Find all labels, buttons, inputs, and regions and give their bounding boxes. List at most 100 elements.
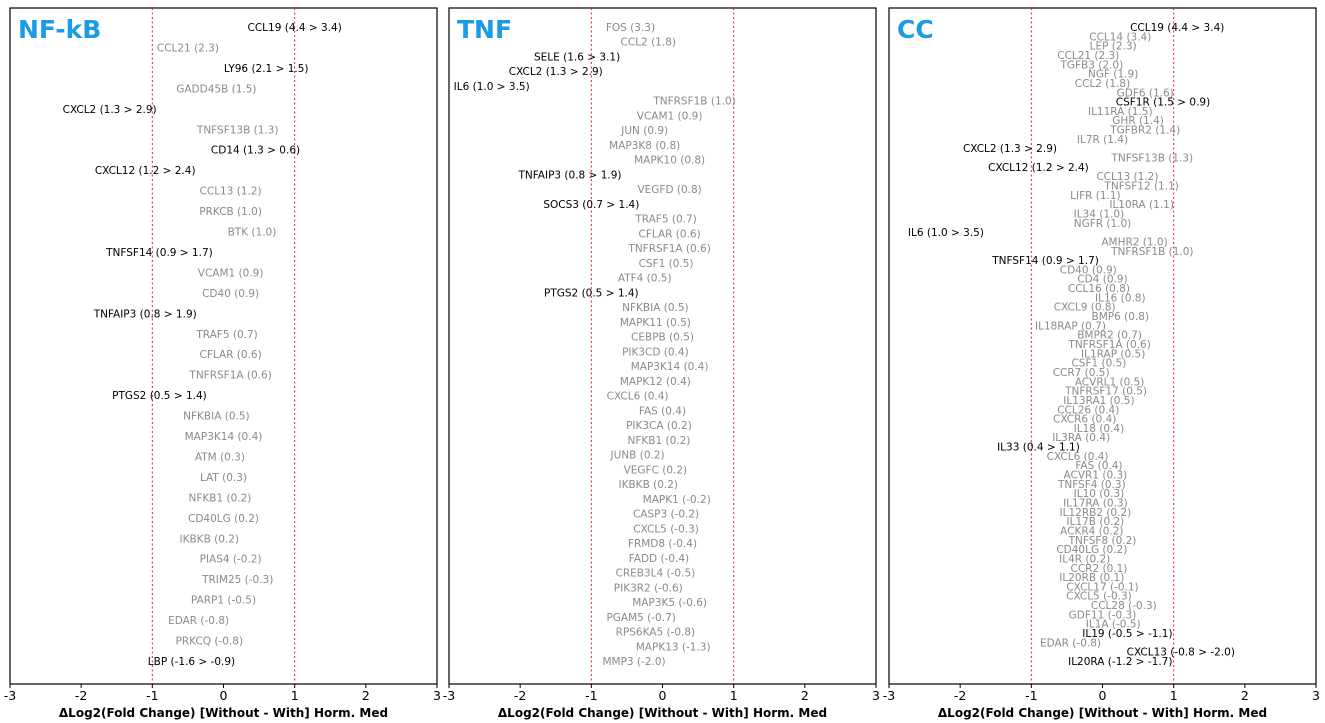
gene-label: NGFR (1.0) — [1074, 218, 1132, 230]
gene-label: MAP3K5 (-0.6) — [632, 597, 707, 609]
gene-label: LY96 (2.1 > 1.5) — [224, 63, 309, 75]
gene-label: CXCL12 (1.2 > 2.4) — [988, 162, 1089, 174]
gene-label: CEBPB (0.5) — [631, 332, 694, 344]
x-axis-label: ΔLog2(Fold Change) [Without - With] Horm… — [498, 706, 827, 720]
x-tick-label: 0 — [659, 688, 667, 703]
gene-label: FADD (-0.4) — [629, 553, 689, 565]
gene-label: GHR (1.4) — [1112, 115, 1164, 127]
gene-label: AMHR2 (1.0) — [1101, 236, 1167, 248]
gene-label: TNFRSF17 (0.5) — [1064, 386, 1147, 398]
x-tick-label: 1 — [1170, 688, 1178, 703]
panel-title: CC — [897, 15, 934, 44]
gene-label: FAS (0.4) — [639, 405, 686, 417]
gene-label: IL4R (0.2) — [1059, 553, 1110, 565]
gene-label: CFLAR (0.6) — [200, 349, 262, 361]
x-tick-label: 3 — [872, 688, 880, 703]
gene-label: IL13RA1 (0.5) — [1063, 395, 1134, 407]
gene-label: PIK3R2 (-0.6) — [614, 582, 683, 594]
gene-label: RPS6KA5 (-0.8) — [616, 627, 696, 639]
gene-label: CCR2 (0.1) — [1071, 563, 1128, 575]
gene-label: FAS (0.4) — [1075, 460, 1122, 472]
gene-label: IL6 (1.0 > 3.5) — [454, 81, 530, 93]
x-tick-label: -3 — [443, 688, 455, 703]
gene-label: TNFSF13B (1.3) — [196, 124, 279, 136]
gene-label: IL12RB2 (0.2) — [1060, 507, 1132, 519]
gene-label: TNFRSF1A (0.6) — [1067, 339, 1150, 351]
gene-label: CXCL13 (-0.8 > -2.0) — [1127, 647, 1235, 659]
gene-label: CCL2 (1.8) — [1075, 78, 1130, 90]
gene-label: TNFRSF1A (0.6) — [627, 243, 710, 255]
x-axis-label: ΔLog2(Fold Change) [Without - With] Horm… — [59, 706, 388, 720]
gene-label: CCL13 (1.2) — [200, 186, 262, 198]
gene-label: NFKBIA (0.5) — [622, 302, 689, 314]
gene-label: TNFSF8 (0.2) — [1068, 535, 1137, 547]
gene-label: CCR7 (0.5) — [1053, 367, 1110, 379]
gene-label: BTK (1.0) — [228, 227, 277, 239]
gene-label: CCL21 (2.3) — [157, 42, 219, 54]
gene-label: MAPK13 (-1.3) — [636, 641, 711, 653]
gene-label: BMP6 (0.8) — [1092, 311, 1150, 323]
gene-label: TNFSF14 (0.9 > 1.7) — [105, 247, 213, 259]
gene-label: TRAF5 (0.7) — [634, 214, 696, 226]
panel-title: NF-kB — [18, 15, 101, 44]
gene-label: CD4 (0.9) — [1077, 274, 1127, 286]
gene-label: IL10 (0.3) — [1074, 488, 1125, 500]
gene-label: EDAR (-0.8) — [168, 615, 229, 627]
panel-title: TNF — [457, 15, 512, 44]
x-tick-label: -2 — [514, 688, 526, 703]
gene-label: CXCL9 (0.8) — [1054, 302, 1116, 314]
gene-label: CCL21 (2.3) — [1057, 50, 1119, 62]
gene-label: FOS (3.3) — [606, 22, 655, 34]
gene-label: VEGFC (0.2) — [624, 464, 688, 476]
gene-label: PTGS2 (0.5 > 1.4) — [544, 287, 639, 299]
gene-label: ACVRL1 (0.5) — [1075, 376, 1145, 388]
gene-label: IL1RAP (0.5) — [1081, 348, 1145, 360]
gene-label: IL34 (1.0) — [1074, 208, 1125, 220]
gene-label: SELE (1.6 > 3.1) — [534, 51, 620, 63]
gene-label: CSF1 (0.5) — [1071, 358, 1126, 370]
gene-label: LEP (2.3) — [1090, 41, 1137, 53]
gene-label: CD40 (0.9) — [202, 288, 259, 300]
gene-label: MAP3K14 (0.4) — [185, 431, 263, 443]
gene-label: CD40 (0.9) — [1060, 264, 1117, 276]
gene-label: PIK3CD (0.4) — [622, 346, 689, 358]
chart-panel-3: CCL19 (4.4 > 3.4)CCL14 (3.4)LEP (2.3)CCL… — [883, 7, 1320, 720]
gene-label: LAT (0.3) — [200, 472, 247, 484]
x-tick-label: 3 — [1312, 688, 1320, 703]
gene-label: CSF1R (1.5 > 0.9) — [1116, 97, 1210, 109]
gene-label: TNFSF13B (1.3) — [1111, 153, 1194, 165]
gene-label: CXCL12 (1.2 > 2.4) — [95, 165, 196, 177]
gene-label: VCAM1 (0.9) — [637, 110, 703, 122]
gene-label: LIFR (1.1) — [1070, 190, 1121, 202]
x-axis-label: ΔLog2(Fold Change) [Without - With] Horm… — [938, 706, 1267, 720]
gene-label: CD14 (1.3 > 0.6) — [211, 145, 300, 157]
gene-label: CXCL5 (-0.3) — [1066, 591, 1132, 603]
gene-label: CD40LG (0.2) — [1056, 544, 1127, 556]
gene-label: ATM (0.3) — [195, 451, 245, 463]
gene-label: NFKB1 (0.2) — [627, 435, 690, 447]
gene-label: IL16 (0.8) — [1095, 292, 1146, 304]
gene-label: TNFSF4 (0.3) — [1057, 479, 1126, 491]
x-tick-label: -3 — [883, 688, 895, 703]
gene-label: NFKB1 (0.2) — [188, 492, 251, 504]
gene-label: EDAR (-0.8) — [1040, 637, 1101, 649]
x-tick-label: 2 — [1241, 688, 1249, 703]
gene-label: CFLAR (0.6) — [639, 228, 701, 240]
gene-label: BMPR2 (0.7) — [1077, 330, 1142, 342]
gene-label: CXCL2 (1.3 > 2.9) — [963, 143, 1057, 155]
gene-label: IL18RAP (0.7) — [1035, 320, 1106, 332]
gene-label: CXCL2 (1.3 > 2.9) — [509, 66, 603, 78]
gene-label: ACVR1 (0.3) — [1064, 470, 1128, 482]
x-tick-label: -2 — [954, 688, 966, 703]
gene-label: IL19 (-0.5 > -1.1) — [1082, 628, 1172, 640]
x-tick-label: 1 — [730, 688, 738, 703]
gene-label: MAPK12 (0.4) — [620, 376, 691, 388]
gene-label: IL1A (-0.5) — [1086, 619, 1141, 631]
gene-label: TNFAIP3 (0.8 > 1.9) — [517, 169, 621, 181]
gene-label: GADD45B (1.5) — [176, 83, 256, 95]
gene-label: PRKCB (1.0) — [199, 206, 262, 218]
gene-label: TNFAIP3 (0.8 > 1.9) — [93, 308, 197, 320]
gene-label: CXCL6 (0.4) — [607, 391, 669, 403]
gene-label: CXCL2 (1.3 > 2.9) — [63, 104, 157, 116]
